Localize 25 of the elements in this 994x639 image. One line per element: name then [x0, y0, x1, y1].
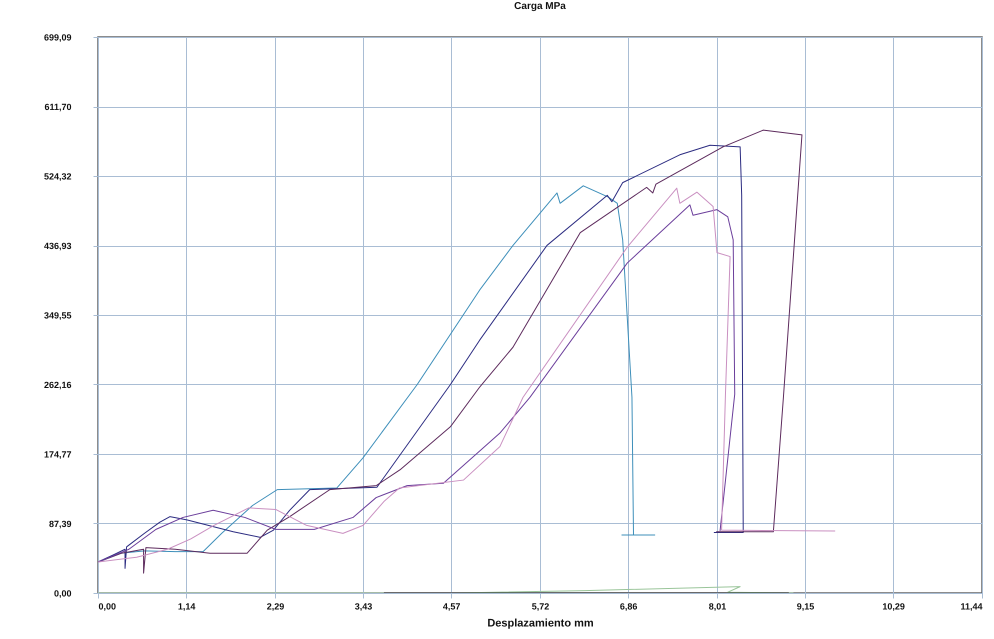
x-tick-label: 10,29 [882, 602, 905, 612]
line-series [98, 204, 736, 562]
x-tick-label: 9,15 [796, 602, 814, 612]
line-series [98, 586, 794, 593]
x-tick-label: 3,43 [354, 602, 372, 612]
x-tick-label: 2,29 [266, 602, 284, 612]
y-tick-label: 699,09 [44, 32, 72, 42]
x-tick-label: 0,00 [98, 602, 116, 612]
y-tick-label: 87,39 [48, 518, 72, 529]
x-axis-title: Desplazamiento mm [487, 618, 594, 630]
chart-title: Carga MPa [514, 1, 566, 12]
y-tick-label: 611,70 [44, 102, 72, 112]
x-tick-label: 11,44 [960, 602, 982, 612]
x-tick-label: 6,86 [620, 602, 638, 612]
y-tick-label: 349,55 [44, 310, 72, 320]
x-tick-label: 4,57 [442, 602, 460, 612]
y-tick-label: 524,32 [44, 172, 72, 182]
y-tick-label: 262,16 [44, 380, 72, 390]
line-series [98, 188, 836, 562]
y-tick-label: 436,93 [44, 241, 72, 251]
x-tick-label: 8,01 [708, 602, 726, 612]
x-tick-label: 1,14 [178, 602, 196, 612]
y-tick-label: 0,00 [54, 588, 72, 598]
y-tick-label: 174,77 [44, 450, 72, 460]
x-tick-label: 5,72 [532, 602, 550, 612]
